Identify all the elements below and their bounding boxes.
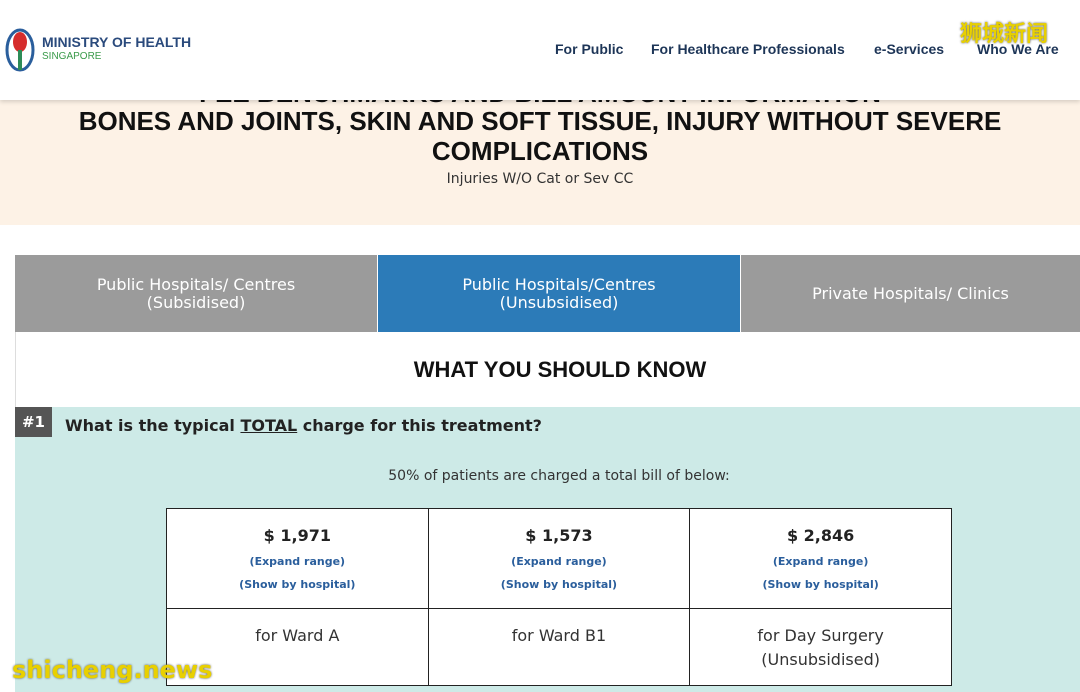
nav-link[interactable]: For Public bbox=[555, 41, 624, 57]
link[interactable]: (Expand range) bbox=[511, 555, 607, 568]
ward: for Day Surgery (Unsubsidised) bbox=[691, 624, 950, 672]
section: WHAT YOU SHOULD KNOW bbox=[15, 332, 1080, 407]
tab-label: Private Hospitals/ Clinics bbox=[812, 283, 1009, 303]
question-note: 50% of patients are charged a total bill… bbox=[388, 468, 730, 484]
header: MINISTRY OF HEALTH SINGAPORE For Public … bbox=[0, 0, 1080, 100]
nav-link[interactable]: e-Services bbox=[874, 41, 945, 57]
table-row: $ 1,971 (Expand range) (Show by hospital) $… bbox=[166, 508, 952, 609]
watermark: 狮城新闻 bbox=[960, 22, 1049, 47]
tab-active[interactable]: Public Hospitals/Centres (Unsubsidised) bbox=[378, 255, 740, 332]
tab[interactable]: Public Hospitals/ Centres (Subsidised) bbox=[15, 255, 377, 332]
question-number: #1 bbox=[15, 407, 52, 437]
tab-label: (Unsubsidised) bbox=[499, 292, 619, 312]
charges-table: $ 1,971 (Expand range) (Show by hospital) $… bbox=[166, 508, 952, 686]
overline: FEE BENCHMARKS AND BILL AMOUNT INFORMATI… bbox=[0, 100, 1080, 109]
tab-label: (Subsidised) bbox=[146, 292, 246, 312]
question-panel: #1 What is the typical TOTAL charge for … bbox=[15, 407, 1080, 692]
amount: $ 2,846 bbox=[786, 526, 855, 545]
amount: $ 1,971 bbox=[263, 526, 331, 545]
amount: $ 1,573 bbox=[525, 526, 593, 545]
link[interactable]: (Expand range) bbox=[249, 555, 346, 568]
question-emphasis: TOTAL bbox=[240, 416, 298, 435]
question-text: What is the typical bbox=[65, 416, 241, 435]
banner-subtitle: Injuries W/O Cat or Sev CC bbox=[446, 171, 634, 187]
link[interactable]: (Expand range) bbox=[772, 555, 869, 568]
link[interactable]: (Show by hospital) bbox=[239, 578, 356, 591]
ward-text: for Ward A bbox=[255, 626, 340, 645]
link[interactable]: (Show by hospital) bbox=[762, 578, 879, 591]
cell: $ 1,573 (Expand range) (Show by hospital) bbox=[427, 508, 691, 609]
tab-label: Public Hospitals/ Centres bbox=[96, 274, 296, 294]
logo-country: SINGAPORE bbox=[42, 51, 102, 62]
ward-text: for Ward B1 bbox=[511, 626, 607, 645]
cell: for Day Surgery (Unsubsidised) bbox=[689, 608, 952, 686]
cell: for Ward B1 bbox=[427, 608, 691, 686]
ward: for Ward A bbox=[168, 624, 427, 648]
table-row: for Ward A for Ward B1 for Day Surgery (Uns… bbox=[166, 608, 952, 686]
tab[interactable]: Private Hospitals/ Clinics bbox=[741, 255, 1080, 332]
section-heading: WHAT YOU SHOULD KNOW bbox=[413, 357, 707, 382]
question-text: charge for this treatment? bbox=[297, 416, 542, 435]
logo-name: MINISTRY OF HEALTH bbox=[42, 34, 192, 50]
question: What is the typical TOTAL charge for thi… bbox=[65, 416, 542, 435]
cell: $ 1,971 (Expand range) (Show by hospital) bbox=[166, 508, 429, 609]
banner: FEE BENCHMARKS AND BILL AMOUNT INFORMATI… bbox=[0, 100, 1080, 225]
logo-icon bbox=[5, 28, 35, 72]
nav-link[interactable]: Who We Are bbox=[977, 41, 1059, 57]
cell: $ 2,846 (Expand range) (Show by hospital) bbox=[689, 508, 952, 609]
ward-text: for Day Surgery bbox=[757, 626, 884, 645]
nav-link[interactable]: For Healthcare Professionals bbox=[651, 41, 845, 57]
link[interactable]: (Show by hospital) bbox=[500, 578, 618, 591]
tab-label: Public Hospitals/Centres bbox=[462, 274, 656, 294]
ward: for Ward B1 bbox=[430, 624, 689, 648]
ward-text: (Unsubsidised) bbox=[761, 650, 880, 669]
banner-title: BONES AND JOINTS, SKIN AND SOFT TISSUE, … bbox=[78, 106, 1002, 166]
cell: for Ward A bbox=[166, 608, 429, 686]
watermark: shicheng.news bbox=[12, 656, 213, 684]
